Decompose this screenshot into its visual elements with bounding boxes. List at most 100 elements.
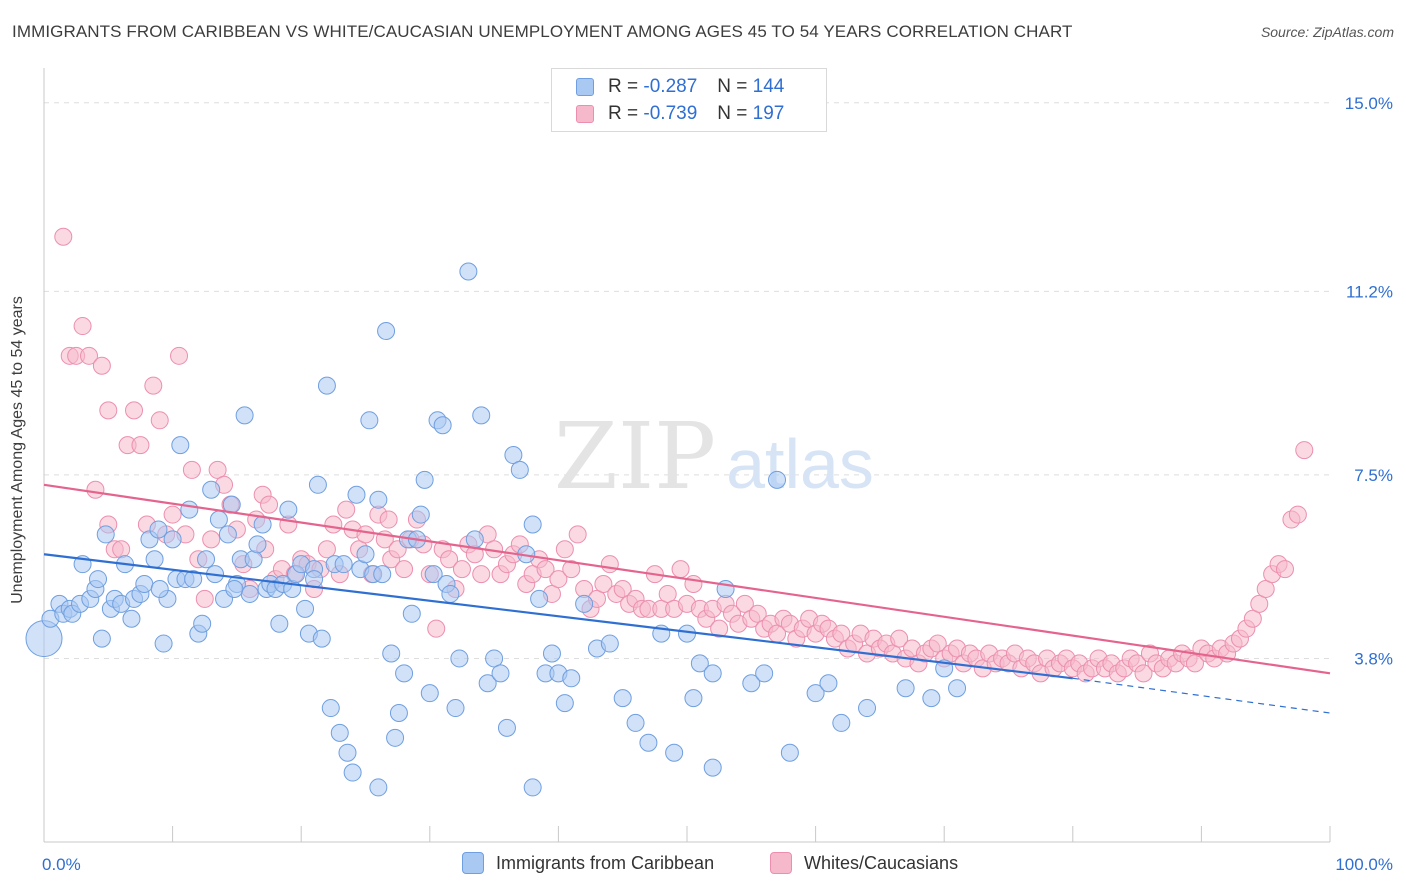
data-point — [154, 634, 173, 653]
data-point — [99, 401, 118, 420]
watermark: ZIP atlas — [554, 403, 874, 510]
tick-labels: 3.8% 7.5% 11.2% 15.0% 0.0% 100.0% — [42, 94, 1393, 874]
data-point — [928, 634, 947, 653]
data-point — [386, 728, 405, 747]
legend-n-value: 144 — [752, 76, 785, 97]
data-point — [1243, 609, 1262, 628]
data-point — [150, 579, 169, 598]
data-point — [748, 604, 767, 623]
data-point — [459, 262, 478, 281]
data-point — [427, 619, 446, 638]
data-point — [768, 470, 787, 489]
series-legend-label: Immigrants from Caribbean — [496, 852, 715, 873]
data-point — [225, 579, 244, 598]
data-point — [420, 684, 439, 703]
legend-row-blue: R = -0.287 N = 144 — [576, 75, 784, 99]
legend-n-label: N = — [717, 76, 748, 97]
data-point — [356, 545, 375, 564]
data-point — [465, 530, 484, 549]
data-point — [523, 515, 542, 534]
data-point — [948, 679, 967, 698]
data-point — [896, 679, 915, 698]
legend-n-value: 197 — [752, 103, 785, 124]
legend-r-value: -0.739 — [643, 103, 698, 124]
data-point — [613, 689, 632, 708]
data-point — [478, 674, 497, 693]
data-point — [671, 560, 690, 579]
data-point — [575, 594, 594, 613]
data-point — [144, 376, 163, 395]
data-point — [149, 520, 168, 539]
data-point — [356, 525, 375, 544]
data-point — [360, 411, 379, 430]
data-point — [395, 560, 414, 579]
data-point — [562, 560, 581, 579]
data-point — [122, 609, 141, 628]
data-point — [433, 416, 452, 435]
data-point — [1250, 594, 1269, 613]
data-point — [369, 490, 388, 509]
data-point — [125, 401, 144, 420]
data-point — [440, 550, 459, 569]
data-point — [703, 664, 722, 683]
series-legend-item-whites: Whites/Caucasians — [770, 852, 958, 874]
legend-row-pink: R = -0.739 N = 197 — [576, 102, 784, 126]
trend-lines — [43, 483, 1331, 714]
data-point — [338, 743, 357, 762]
data-point — [312, 629, 331, 648]
data-point — [163, 530, 182, 549]
data-point — [742, 674, 761, 693]
y-tick-label: 3.8% — [1354, 649, 1393, 668]
data-point — [296, 599, 315, 618]
data-point — [542, 644, 561, 663]
data-point — [568, 525, 587, 544]
legend-swatch-blue — [576, 78, 594, 96]
data-point — [690, 654, 709, 673]
data-point — [80, 346, 99, 365]
data-point — [337, 500, 356, 519]
data-point — [197, 550, 216, 569]
data-point — [1288, 505, 1307, 524]
data-point — [819, 674, 838, 693]
data-point — [613, 579, 632, 598]
data-point — [446, 699, 465, 718]
data-point — [248, 535, 267, 554]
series-immigrants-caribbean — [25, 262, 967, 797]
data-point — [317, 540, 336, 559]
data-point — [497, 718, 516, 737]
data-point — [184, 570, 203, 589]
data-point — [832, 624, 851, 643]
data-point — [112, 540, 131, 559]
trend-line-whites — [43, 483, 1331, 675]
data-point — [260, 495, 279, 514]
data-point — [472, 565, 491, 584]
data-point — [755, 664, 774, 683]
source-label: Source: ZipAtlas.com — [1260, 24, 1394, 40]
data-point — [334, 555, 353, 574]
data-point — [131, 436, 150, 455]
legend-n-label: N = — [717, 103, 748, 124]
data-point — [92, 629, 111, 648]
data-point — [703, 758, 722, 777]
data-point — [415, 470, 434, 489]
data-point — [1185, 654, 1204, 673]
data-point — [806, 684, 825, 703]
data-point — [240, 584, 259, 603]
x-tick-label: 0.0% — [42, 855, 81, 874]
data-point — [150, 411, 169, 430]
series-legend-swatch-pink — [770, 852, 792, 874]
data-point — [523, 778, 542, 797]
data-point — [347, 485, 366, 504]
series-legend: Immigrants from Caribbean Whites/Caucasi… — [0, 852, 1406, 878]
data-point — [86, 480, 105, 499]
data-point — [710, 619, 729, 638]
legend-r-value: -0.287 — [643, 76, 698, 97]
data-point — [317, 376, 336, 395]
data-point — [54, 227, 73, 246]
data-point — [594, 575, 613, 594]
data-point — [182, 460, 201, 479]
data-point — [73, 317, 92, 336]
data-point — [441, 584, 460, 603]
data-point — [450, 649, 469, 668]
